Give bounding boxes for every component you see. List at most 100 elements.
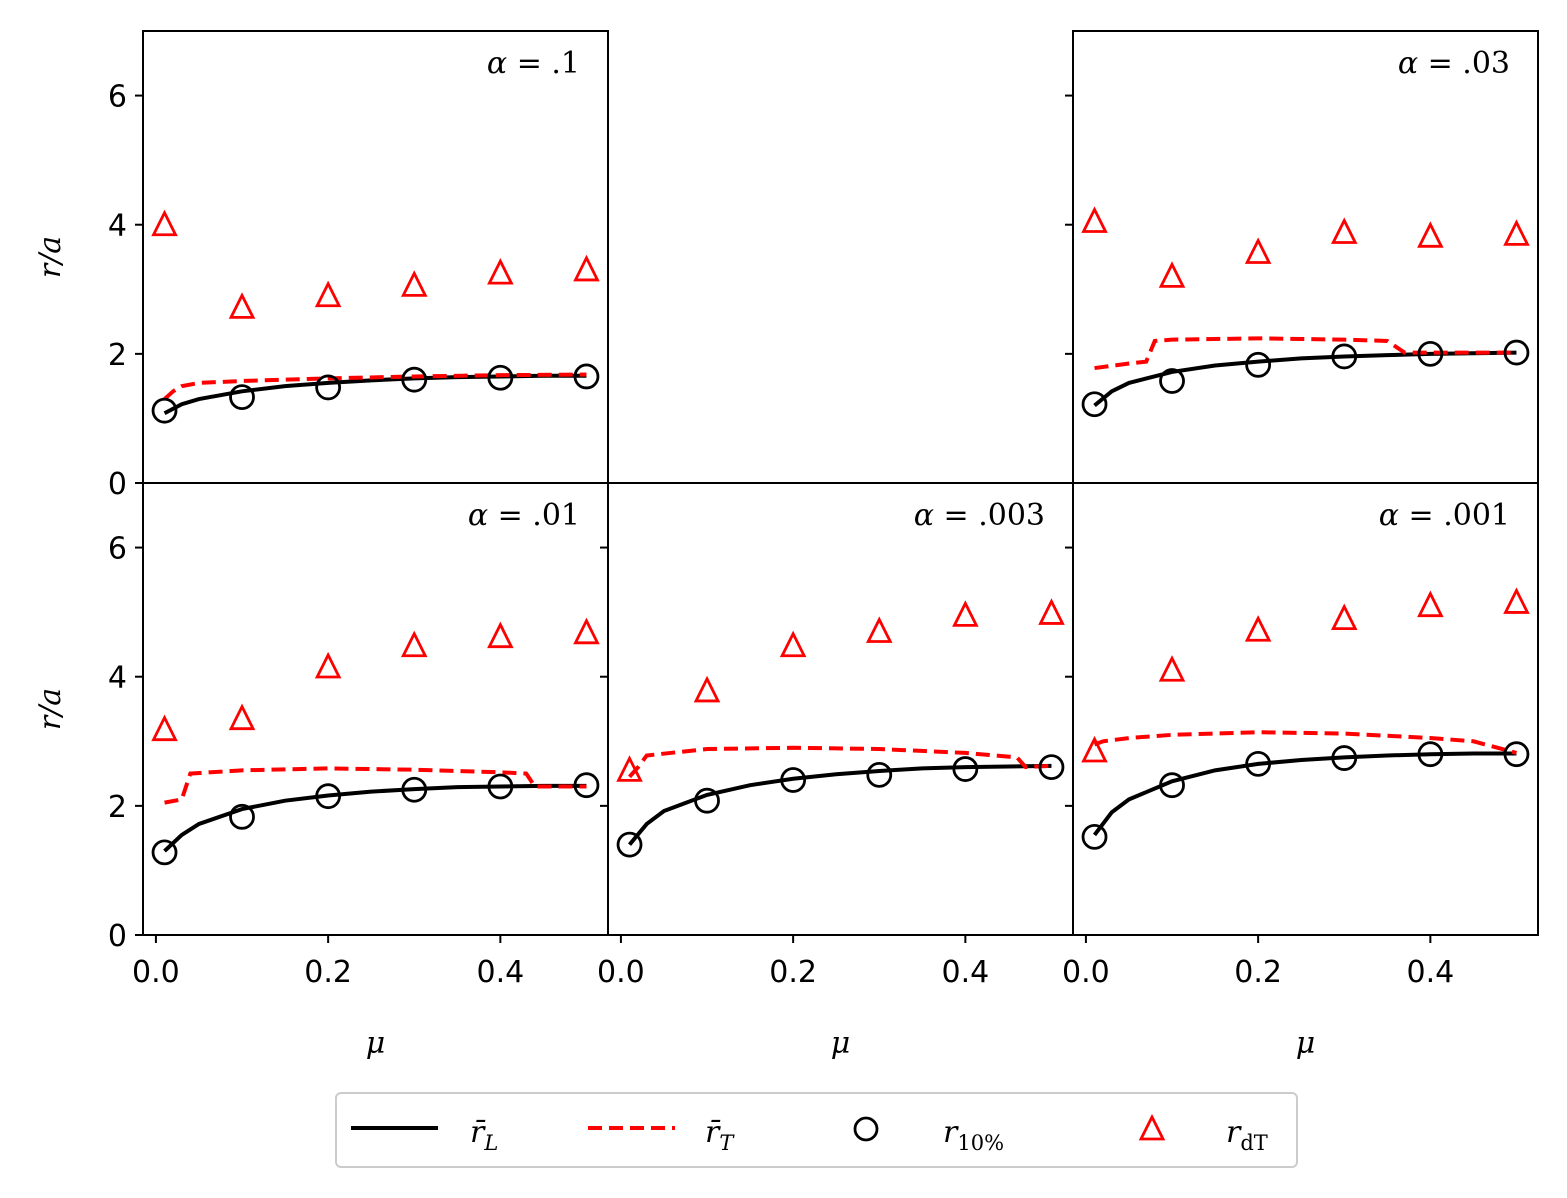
r10-point [952, 756, 979, 782]
y-tick-label: 6 [108, 532, 127, 567]
r10-point [1159, 772, 1185, 799]
series-rT-line [164, 766, 587, 805]
rdT-point [865, 616, 893, 643]
panel-frame-a0.003 [607, 482, 1074, 936]
panel-title-a0.1: α = .1 [487, 46, 580, 81]
r10-point [1245, 351, 1272, 378]
rdT-point [314, 280, 342, 308]
r10-point [151, 397, 178, 424]
rdT-point [151, 209, 178, 237]
y-tick-label: 4 [108, 209, 127, 244]
r10-point [1417, 340, 1444, 367]
rdT-point [400, 270, 428, 297]
panel-title-a0.03: α = .03 [1398, 46, 1510, 81]
rdT-point [1330, 217, 1358, 244]
panel-frame-a0.001 [1072, 482, 1539, 936]
r10-point [616, 831, 643, 858]
series-rT-line [1094, 336, 1517, 371]
x-tick-label: 0.4 [942, 955, 990, 990]
y-tick-label: 0 [108, 467, 127, 502]
rdT-point [616, 755, 643, 782]
rdT-point [1503, 587, 1530, 614]
rdT-point [779, 630, 807, 658]
y-axis-label: r/a [33, 688, 68, 730]
rdT-point [1503, 219, 1530, 246]
legend-swatch-rdT [1138, 1113, 1166, 1141]
rdT-point [1081, 735, 1108, 763]
panel-frame-a0.01 [142, 482, 609, 936]
rdT-point [952, 600, 979, 627]
x-axis-label: μ [366, 1026, 386, 1061]
r10-point [1245, 750, 1272, 777]
legend-label-rT: r̄T [705, 1115, 735, 1155]
panel-title-a0.001: α = .001 [1379, 498, 1510, 533]
panel-frame-a0.1 [142, 30, 609, 484]
panel-a0.01: α = .01 [151, 498, 600, 866]
r10-point [1081, 823, 1108, 850]
r10-point [780, 767, 807, 793]
r10-point [1159, 368, 1185, 394]
rdT-point [573, 617, 600, 645]
series-rL-line [627, 763, 1052, 846]
r10-point [229, 384, 255, 411]
legend-label-rL: r̄L [470, 1115, 498, 1155]
y-tick-label: 2 [108, 790, 127, 825]
r10-point [694, 787, 720, 814]
panel-a0.001: α = .001 [1081, 498, 1530, 850]
legend-label-rdT: rdT [1226, 1115, 1268, 1155]
r10-point [487, 773, 514, 800]
r10-point [866, 761, 893, 788]
rdT-point [151, 714, 178, 742]
rdT-point [1244, 615, 1272, 642]
rdT-point [573, 254, 600, 282]
x-tick-label: 0.4 [477, 955, 525, 990]
series-rL-line [163, 783, 587, 853]
x-axis-label: μ [1296, 1026, 1316, 1061]
panel-a0.003: α = .003 [616, 498, 1065, 858]
legend-box [335, 1092, 1298, 1168]
plot-area-a0.003 [627, 745, 1052, 846]
rdT-point [1081, 206, 1108, 233]
r10-point [1417, 741, 1444, 768]
plot-area-a0.001 [1092, 730, 1517, 837]
y-tick-label: 6 [108, 80, 127, 115]
r10-point [1081, 391, 1108, 418]
series-rL-line [1093, 350, 1517, 408]
y-axis-label: r/a [33, 236, 68, 278]
r10-point [487, 364, 514, 391]
x-tick-label: 0.2 [769, 955, 817, 990]
panels-layer: α = .1 α = .03 α = .01 α = .003 α = .001 [151, 46, 1530, 866]
y-tick-label: 2 [108, 338, 127, 373]
legend-label-r10: r10% [943, 1115, 1004, 1155]
rdT-point [400, 630, 428, 658]
rdT-point [1417, 221, 1444, 248]
panel-a0.03: α = .03 [1081, 46, 1530, 418]
r10-point [573, 363, 600, 390]
r10-point [1038, 754, 1065, 781]
rdT-point [228, 703, 256, 731]
series-rL-line [1092, 751, 1517, 837]
r10-point [1503, 339, 1530, 366]
rdT-point [487, 258, 514, 285]
rdT-point [1244, 237, 1272, 264]
plot-area-a0.03 [1093, 336, 1517, 408]
panel-a0.1: α = .1 [151, 46, 600, 424]
rdT-point [1330, 603, 1358, 630]
r10-point [1331, 343, 1358, 370]
plot-area-a0.01 [163, 766, 587, 853]
x-tick-label: 0.2 [1234, 955, 1282, 990]
y-tick-label: 4 [108, 661, 127, 696]
plot-area-a0.1 [163, 372, 587, 416]
panel-frame-a0.03 [1072, 30, 1539, 484]
x-tick-label: 0.2 [304, 955, 352, 990]
x-tick-label: 0.0 [132, 955, 180, 990]
r10-point [315, 783, 342, 810]
rdT-point [314, 651, 342, 679]
x-tick-label: 0.0 [597, 955, 645, 990]
y-tick-label: 0 [108, 919, 127, 954]
r10-point [401, 776, 428, 803]
rdT-point [1158, 261, 1186, 288]
series-rT-line [1093, 730, 1517, 755]
x-tick-label: 0.4 [1407, 955, 1455, 990]
